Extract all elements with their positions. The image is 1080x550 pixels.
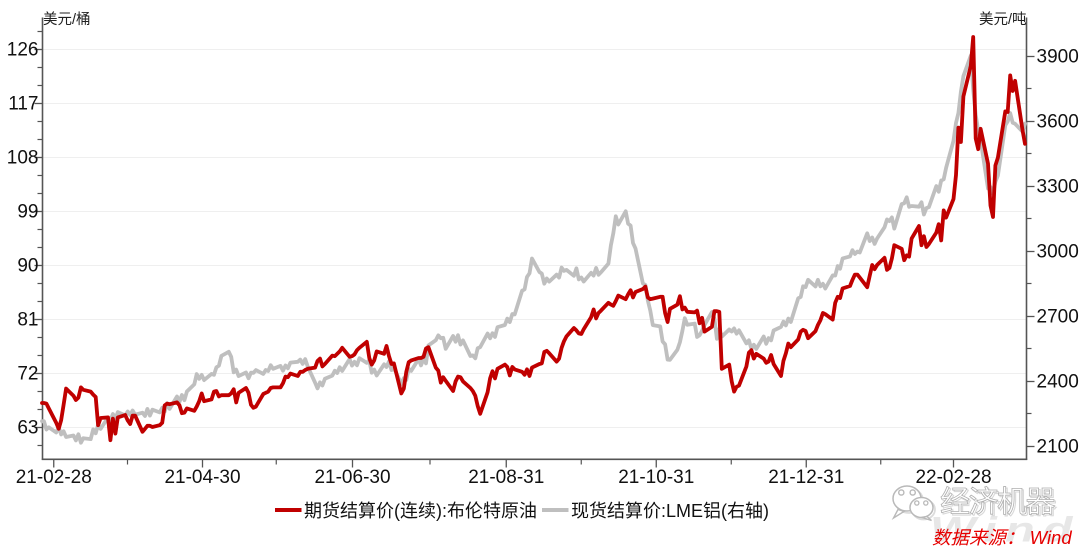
svg-text:63: 63 bbox=[17, 418, 38, 439]
svg-text:117: 117 bbox=[8, 94, 38, 115]
svg-text:经济机器: 经济机器 bbox=[942, 488, 1057, 521]
svg-text:81: 81 bbox=[17, 310, 38, 331]
svg-text:22-02-28: 22-02-28 bbox=[915, 467, 991, 488]
svg-text:21-02-28: 21-02-28 bbox=[16, 467, 92, 488]
svg-text:3300: 3300 bbox=[1037, 177, 1079, 198]
svg-text:3900: 3900 bbox=[1037, 47, 1079, 68]
svg-text:期货结算价(连续):布伦特原油: 期货结算价(连续):布伦特原油 bbox=[304, 501, 537, 521]
svg-text:99: 99 bbox=[17, 202, 38, 223]
svg-text:21-08-31: 21-08-31 bbox=[468, 467, 544, 488]
svg-text:21-10-31: 21-10-31 bbox=[618, 467, 694, 488]
svg-text:3000: 3000 bbox=[1037, 242, 1079, 263]
svg-text:72: 72 bbox=[17, 364, 38, 385]
svg-text:2100: 2100 bbox=[1037, 437, 1079, 458]
svg-text:90: 90 bbox=[17, 256, 38, 277]
svg-text:美元/桶: 美元/桶 bbox=[43, 11, 91, 28]
svg-text:21-04-30: 21-04-30 bbox=[164, 467, 240, 488]
svg-text:经济机器: 经济机器 bbox=[940, 486, 1055, 519]
svg-text:2400: 2400 bbox=[1037, 372, 1079, 393]
svg-text:美元/吨: 美元/吨 bbox=[979, 11, 1027, 28]
svg-text:Wind: Wind bbox=[930, 510, 1080, 549]
svg-text:数据来源： Wind: 数据来源： Wind bbox=[932, 527, 1072, 548]
svg-text:现货结算价:LME铝(右轴): 现货结算价:LME铝(右轴) bbox=[571, 501, 769, 521]
svg-text:21-06-30: 21-06-30 bbox=[314, 467, 390, 488]
svg-text:108: 108 bbox=[7, 148, 39, 169]
svg-text:21-12-31: 21-12-31 bbox=[768, 467, 844, 488]
svg-text:126: 126 bbox=[7, 40, 39, 61]
svg-text:3600: 3600 bbox=[1037, 112, 1079, 133]
svg-text:2700: 2700 bbox=[1037, 307, 1079, 328]
